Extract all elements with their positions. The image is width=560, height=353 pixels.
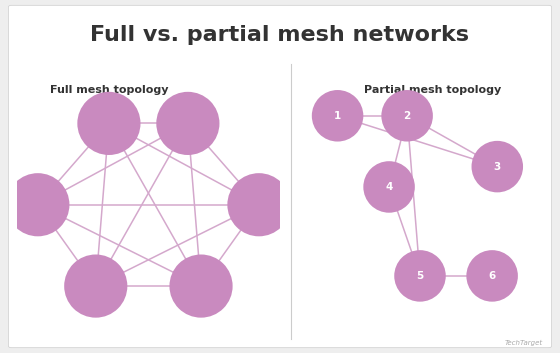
Text: Full vs. partial mesh networks: Full vs. partial mesh networks — [91, 25, 469, 45]
Text: 3: 3 — [494, 162, 501, 172]
Text: 4: 4 — [385, 182, 393, 192]
Ellipse shape — [227, 173, 291, 236]
Text: 2: 2 — [404, 111, 410, 121]
Text: 5: 5 — [417, 271, 423, 281]
Text: 6: 6 — [488, 271, 496, 281]
Ellipse shape — [156, 92, 220, 155]
Ellipse shape — [472, 141, 523, 192]
Ellipse shape — [466, 250, 518, 302]
Ellipse shape — [170, 255, 232, 318]
Ellipse shape — [77, 92, 141, 155]
Ellipse shape — [312, 90, 363, 142]
Text: Full mesh topology: Full mesh topology — [50, 85, 168, 95]
Text: TechTarget: TechTarget — [505, 340, 543, 346]
Ellipse shape — [381, 90, 433, 142]
Ellipse shape — [64, 255, 127, 318]
Ellipse shape — [363, 161, 415, 213]
Text: 1: 1 — [334, 111, 341, 121]
Text: Partial mesh topology: Partial mesh topology — [364, 85, 502, 95]
Ellipse shape — [6, 173, 69, 236]
Ellipse shape — [394, 250, 446, 302]
FancyBboxPatch shape — [8, 5, 552, 348]
